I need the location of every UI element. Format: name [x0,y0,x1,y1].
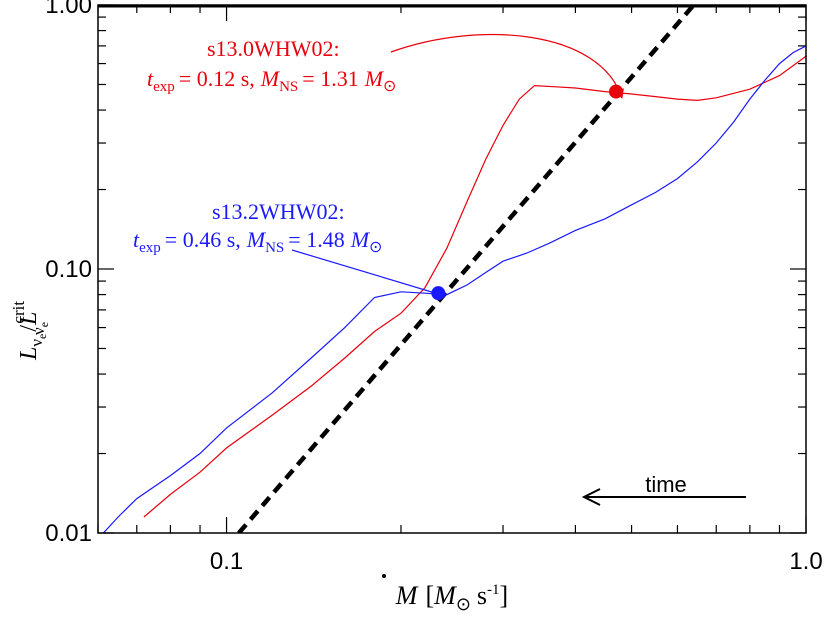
plot-frame [97,4,807,534]
series-line-s13-2WHW02 [102,45,806,533]
y-axis-label: Lνe/Lcritνe [9,301,51,361]
y-tick-label: 0.01 [45,520,92,547]
annotation-params: texp = 0.12 s, MNS = 1.31 M⊙ [147,66,396,95]
x-axis-label-dot-icon [382,574,386,578]
y-tick-label: 0.10 [45,256,92,283]
y-tick-label: 1.00 [45,0,92,19]
annotation-model-label: s13.0WHW02: [207,36,340,61]
series-line-s13-0WHW02 [143,55,806,518]
annotation-model-label: s13.2WHW02: [212,199,345,224]
tick-labels: 0.1 1.0 0.01 0.10 1.00 [45,0,822,575]
marker-s13-2WHW02 [431,286,446,301]
annotation-arrow-red [390,33,624,99]
x-tick-label: 1.0 [789,548,822,575]
time-label: time [645,472,687,497]
annotation-params: texp = 0.46 s, MNS = 1.48 M⊙ [133,227,382,256]
x-axis-label: M [M⊙ s-1] [395,581,508,614]
annotation-s13-0WHW02: s13.0WHW02: texp = 0.12 s, MNS = 1.31 M⊙ [147,33,624,99]
annotation-arrow-blue [291,249,446,299]
x-tick-label: 0.1 [210,548,243,575]
annotation-s13-2WHW02: s13.2WHW02: texp = 0.46 s, MNS = 1.48 M⊙ [133,199,446,299]
time-indicator: time [581,472,746,506]
time-arrowhead-icon [581,488,601,506]
